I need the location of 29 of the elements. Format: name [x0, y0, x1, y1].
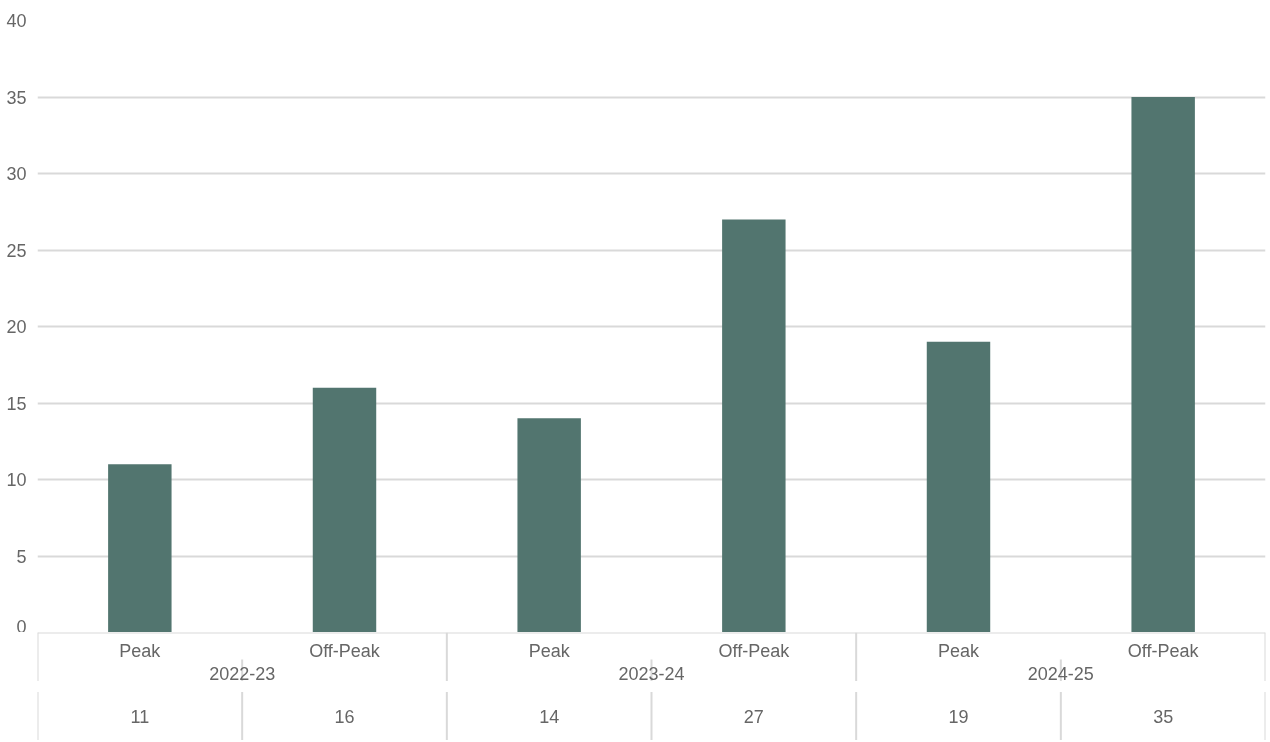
data-label: 14 — [539, 706, 560, 727]
x-tick-label: Peak — [937, 641, 981, 662]
data-label: 16 — [334, 706, 355, 727]
y-tick-label: 0 — [16, 616, 27, 637]
text: 2022-23 — [209, 663, 276, 684]
data-label: 19 — [948, 706, 969, 727]
bar — [1131, 97, 1195, 632]
x-tick-label: Peak — [528, 641, 571, 662]
y-tick-label: 15 — [6, 393, 27, 414]
data-label: 35 — [1153, 706, 1174, 727]
y-tick-label: 30 — [6, 164, 27, 184]
y-tick-label: 10 — [6, 470, 27, 490]
y-tick-label: 35 — [6, 87, 27, 108]
bar — [108, 464, 172, 632]
y-tick-label: 25 — [6, 240, 27, 261]
y-tick-label: 40 — [6, 11, 27, 31]
text: 2023-24 — [618, 663, 685, 684]
x-tick-label: Off-Peak — [718, 641, 791, 662]
y-tick-label: 20 — [6, 317, 27, 337]
x-tick-label: Off-Peak — [1127, 641, 1200, 662]
bar — [312, 387, 377, 632]
bar — [926, 341, 991, 632]
y-tick-label: 5 — [16, 546, 27, 567]
data-label: 27 — [743, 706, 764, 727]
x-tick-label: Peak — [119, 641, 162, 662]
data-label: 11 — [130, 706, 150, 727]
bar — [722, 219, 786, 632]
text: 2024-25 — [1027, 663, 1094, 684]
x-tick-label: Off-Peak — [309, 641, 381, 662]
